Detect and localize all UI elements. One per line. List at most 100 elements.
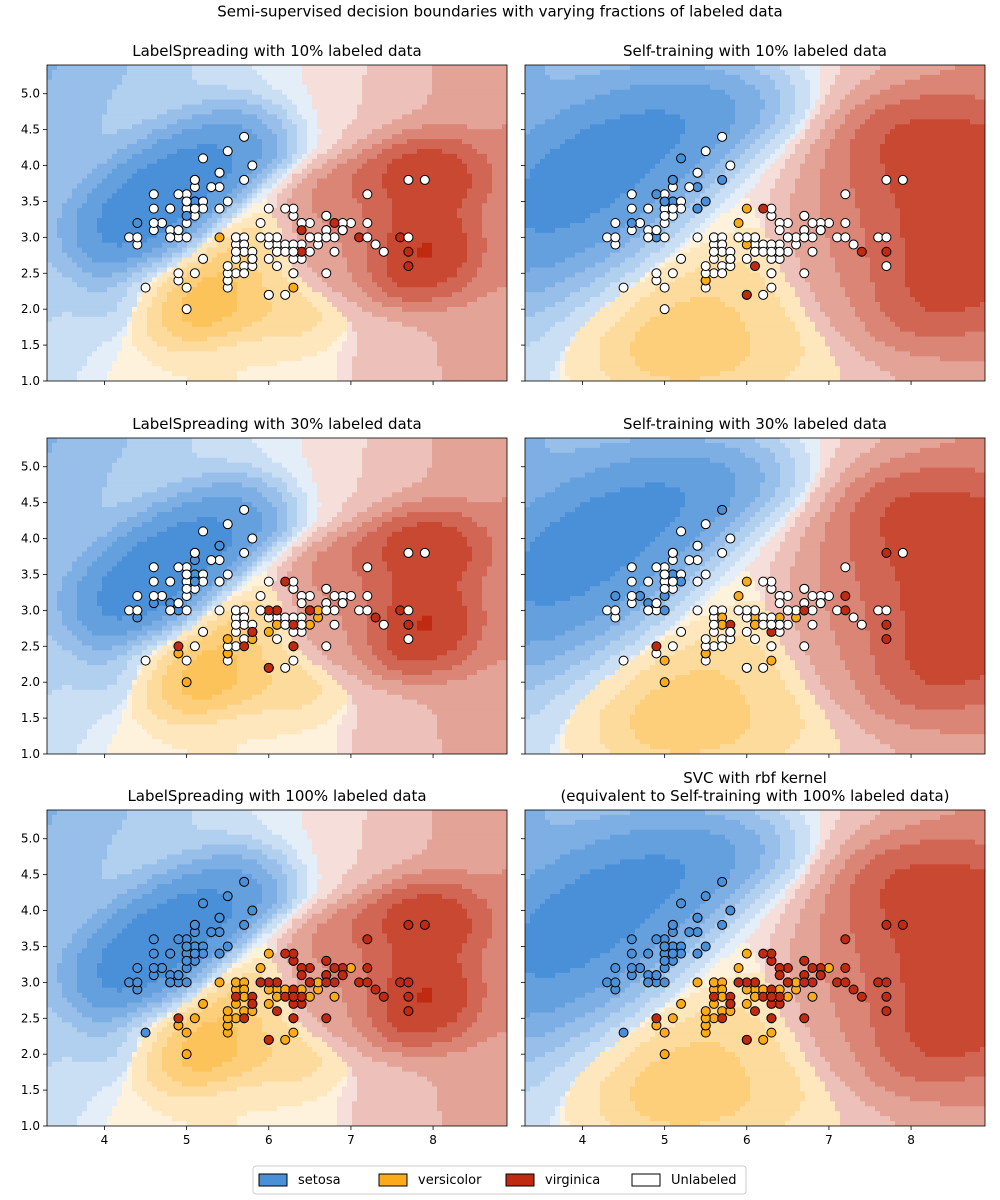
surface-cell bbox=[172, 69, 178, 76]
surface-cell bbox=[272, 371, 278, 377]
surface-cell bbox=[267, 99, 273, 106]
surface-cell bbox=[137, 302, 143, 308]
surface-cell bbox=[312, 134, 318, 140]
surface-cell bbox=[192, 331, 198, 338]
surface-cell bbox=[167, 361, 173, 367]
surface-cell bbox=[387, 163, 393, 170]
surface-cell bbox=[392, 129, 398, 135]
surface-cell bbox=[97, 208, 103, 214]
surface-cell bbox=[107, 371, 113, 377]
surface-cell bbox=[202, 223, 208, 229]
surface-cell bbox=[97, 257, 103, 264]
surface-cell bbox=[312, 183, 318, 190]
surface-cell bbox=[102, 326, 108, 333]
surface-cell bbox=[202, 366, 208, 372]
surface-cell bbox=[417, 79, 423, 86]
surface-cell bbox=[417, 104, 423, 111]
surface-cell bbox=[417, 361, 423, 367]
surface-cell bbox=[232, 148, 238, 155]
surface-cell bbox=[122, 208, 128, 214]
surface-cell bbox=[122, 203, 128, 209]
surface-cell bbox=[292, 302, 298, 308]
surface-cell bbox=[287, 79, 293, 86]
surface-cell bbox=[237, 79, 243, 86]
surface-cell bbox=[232, 361, 238, 367]
surface-cell bbox=[257, 173, 263, 180]
surface-cell bbox=[427, 158, 433, 165]
surface-cell bbox=[112, 336, 118, 343]
surface-cell bbox=[337, 321, 343, 328]
surface-cell bbox=[202, 277, 208, 283]
surface-cell bbox=[262, 272, 268, 278]
surface-cell bbox=[67, 326, 73, 333]
surface-cell bbox=[247, 198, 253, 204]
surface-cell bbox=[242, 371, 248, 377]
surface-cell bbox=[187, 65, 193, 71]
surface-cell bbox=[207, 114, 213, 120]
surface-cell bbox=[72, 89, 78, 96]
surface-cell bbox=[157, 287, 163, 293]
surface-cell bbox=[227, 336, 233, 343]
surface-cell bbox=[297, 282, 303, 288]
surface-cell bbox=[337, 163, 343, 170]
surface-cell bbox=[267, 311, 273, 318]
surface-cell bbox=[347, 173, 353, 180]
surface-cell bbox=[132, 183, 138, 190]
surface-cell bbox=[322, 311, 328, 318]
surface-cell bbox=[242, 124, 248, 130]
surface-cell bbox=[182, 104, 188, 111]
surface-cell bbox=[62, 203, 68, 209]
surface-cell bbox=[87, 183, 93, 190]
surface-cell bbox=[322, 134, 328, 140]
surface-cell bbox=[52, 351, 58, 357]
surface-cell bbox=[142, 321, 148, 328]
surface-cell bbox=[57, 168, 63, 175]
surface-cell bbox=[262, 163, 268, 170]
surface-cell bbox=[227, 232, 233, 239]
surface-cell bbox=[97, 346, 103, 352]
surface-cell bbox=[57, 94, 63, 101]
surface-cell bbox=[377, 198, 383, 204]
surface-cell bbox=[277, 158, 283, 165]
surface-cell bbox=[187, 84, 193, 91]
surface-cell bbox=[252, 148, 258, 155]
surface-cell bbox=[222, 69, 228, 76]
surface-cell bbox=[412, 331, 418, 338]
surface-cell bbox=[147, 371, 153, 377]
surface-cell bbox=[172, 129, 178, 135]
surface-cell bbox=[197, 69, 203, 76]
surface-cell bbox=[312, 356, 318, 362]
surface-cell bbox=[377, 94, 383, 101]
surface-cell bbox=[182, 277, 188, 283]
surface-cell bbox=[77, 321, 83, 328]
surface-cell bbox=[342, 158, 348, 165]
surface-cell bbox=[267, 267, 273, 273]
surface-cell bbox=[227, 227, 233, 234]
surface-cell bbox=[247, 69, 253, 76]
surface-cell bbox=[122, 297, 128, 303]
surface-cell bbox=[52, 272, 58, 278]
surface-cell bbox=[297, 361, 303, 367]
surface-cell bbox=[47, 267, 53, 273]
surface-cell bbox=[57, 139, 63, 145]
surface-cell bbox=[77, 227, 83, 234]
surface-cell bbox=[272, 366, 278, 372]
surface-cell bbox=[97, 99, 103, 106]
surface-cell bbox=[307, 178, 313, 185]
surface-cell bbox=[237, 361, 243, 367]
surface-cell bbox=[162, 346, 168, 352]
surface-cell bbox=[312, 144, 318, 150]
surface-cell bbox=[82, 366, 88, 372]
surface-cell bbox=[142, 267, 148, 273]
surface-cell bbox=[77, 74, 83, 81]
surface-cell bbox=[417, 124, 423, 130]
surface-cell bbox=[362, 79, 368, 86]
surface-cell bbox=[357, 139, 363, 145]
surface-cell bbox=[397, 163, 403, 170]
surface-cell bbox=[402, 336, 408, 343]
surface-cell bbox=[227, 252, 233, 259]
surface-cell bbox=[282, 183, 288, 190]
surface-cell bbox=[167, 341, 173, 348]
surface-cell bbox=[342, 89, 348, 96]
surface-cell bbox=[412, 356, 418, 362]
